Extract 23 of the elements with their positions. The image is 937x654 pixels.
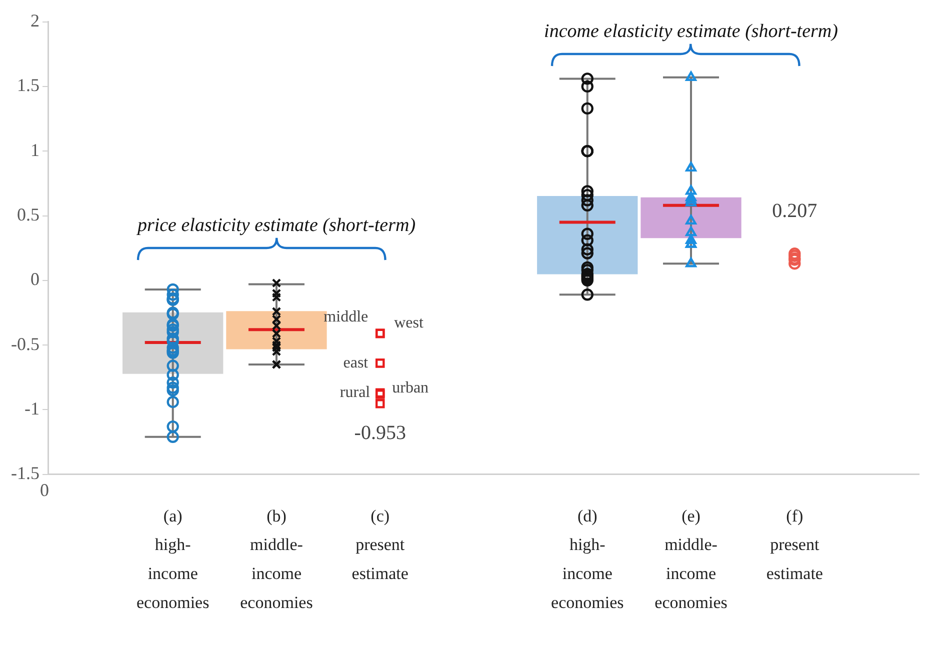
y-tick-label: 2 [30, 10, 40, 31]
annotation: price elasticity estimate (short-term) [135, 215, 416, 236]
x-tick-label: (b) middle- income economies [240, 506, 313, 612]
x-tick-label: (f) present estimate [766, 506, 823, 584]
y-tick-label: 1.5 [16, 75, 40, 96]
y-tick-label: -1 [24, 398, 40, 418]
y-tick-label: -0.5 [10, 334, 40, 354]
annotation: 0.207 [772, 200, 818, 222]
annotation: west [394, 314, 424, 332]
x-tick-label: (a) high- income economies [136, 506, 210, 612]
annotation: rural [340, 384, 371, 402]
annotation: income elasticity estimate (short-term) [544, 21, 838, 42]
annotation: east [343, 354, 369, 372]
y-tick-label: 0.5 [16, 204, 40, 225]
y-tick-label: 0 [30, 269, 40, 290]
annotation: urban [392, 379, 429, 396]
annotation: middle [324, 308, 368, 326]
x-tick-label: (d) high- income economies [551, 506, 624, 612]
x-tick-label: (e) middle- income economies [654, 506, 728, 612]
x-tick-label: (c) present estimate [352, 506, 408, 584]
y-tick-label: 1 [30, 140, 40, 160]
annotation: -0.953 [354, 422, 406, 444]
y-tick-label: -1.5 [10, 463, 40, 484]
